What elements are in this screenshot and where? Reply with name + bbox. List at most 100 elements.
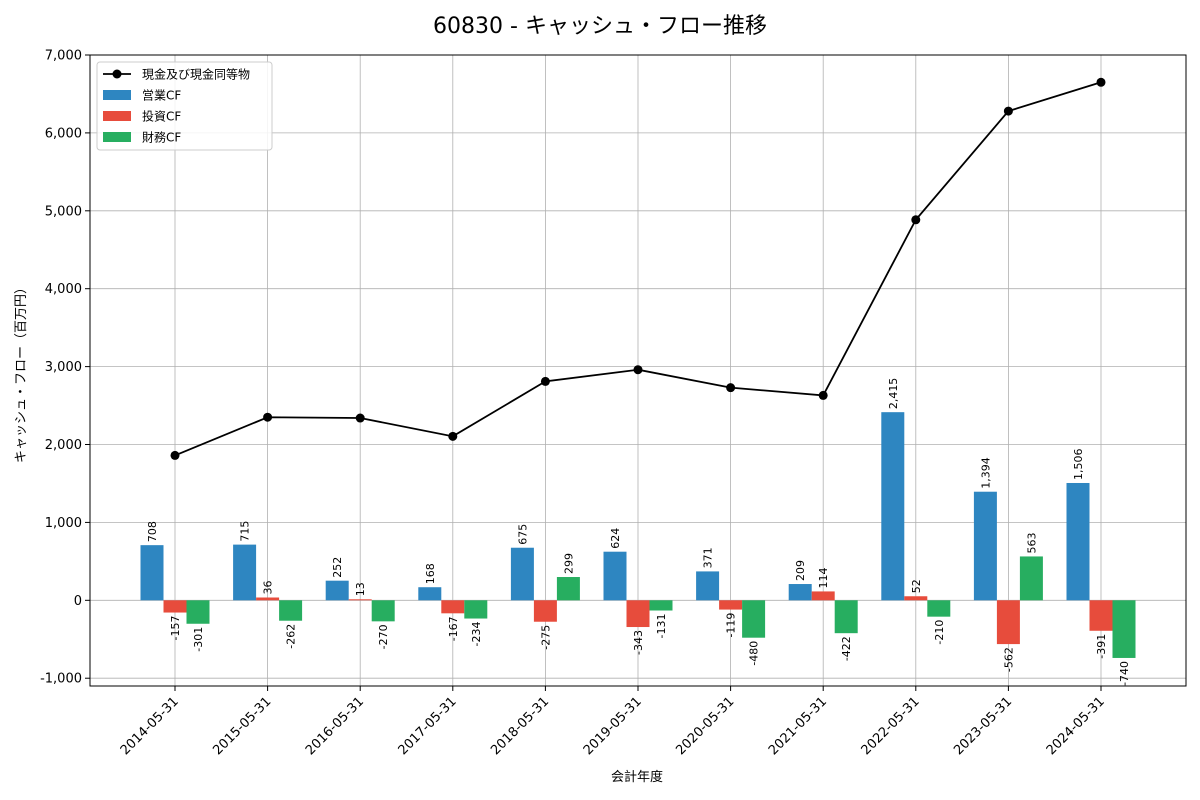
x-tick-label: 2014-05-31 — [118, 694, 182, 758]
x-tick-label: 2020-05-31 — [673, 694, 737, 758]
x-tick-label: 2023-05-31 — [951, 694, 1015, 758]
bar — [834, 600, 858, 634]
data-label: -210 — [933, 620, 946, 645]
data-label: -422 — [840, 636, 853, 661]
bar — [348, 599, 372, 601]
data-label: 52 — [910, 579, 923, 593]
data-label: 624 — [609, 528, 622, 549]
bar — [418, 587, 442, 601]
y-tick-label: 4,000 — [45, 282, 82, 297]
data-label: -275 — [539, 625, 552, 650]
bar — [927, 600, 951, 617]
data-label: 114 — [817, 567, 830, 588]
bar — [973, 491, 997, 601]
legend-marker-swatch — [112, 69, 122, 79]
data-label: 708 — [146, 521, 159, 542]
data-label: 168 — [424, 563, 437, 584]
data-label: -167 — [447, 616, 460, 641]
data-label: 1,506 — [1072, 448, 1085, 480]
data-label: -391 — [1095, 634, 1108, 659]
x-tick-label: 2021-05-31 — [766, 694, 830, 758]
legend-bar-swatch — [103, 132, 131, 142]
bar — [140, 545, 164, 601]
y-tick-label: 5,000 — [45, 204, 82, 219]
cash-point — [911, 215, 921, 225]
bar — [649, 600, 673, 611]
y-tick-label: 3,000 — [45, 360, 82, 375]
data-label: 371 — [702, 547, 715, 568]
bar — [904, 596, 928, 601]
data-label: -119 — [725, 613, 738, 638]
legend-label: 投資CF — [142, 109, 181, 124]
bar — [603, 551, 627, 601]
legend-label: 財務CF — [142, 130, 181, 145]
bar — [325, 580, 349, 601]
data-label: 563 — [1025, 532, 1038, 553]
cash-point — [633, 365, 643, 375]
x-tick-label: 2016-05-31 — [303, 694, 367, 758]
x-tick-label: 2018-05-31 — [488, 694, 552, 758]
bar — [464, 600, 488, 619]
cash-point — [263, 412, 273, 422]
y-tick-label: 2,000 — [45, 438, 82, 453]
x-tick-label: 2015-05-31 — [210, 694, 274, 758]
data-label: -262 — [285, 624, 298, 649]
x-tick-label: 2024-05-31 — [1044, 694, 1108, 758]
cash-point — [818, 390, 828, 400]
bar — [696, 571, 720, 601]
bar — [1066, 482, 1090, 601]
data-label: -270 — [377, 624, 390, 649]
data-label: 715 — [239, 521, 252, 542]
y-tick-label: 6,000 — [45, 126, 82, 141]
data-label: -343 — [632, 630, 645, 655]
bar — [533, 600, 557, 622]
bar — [881, 412, 905, 601]
data-label: -234 — [470, 622, 483, 647]
legend-box — [96, 61, 273, 151]
bar — [742, 600, 766, 638]
y-tick-label: 0 — [74, 594, 82, 609]
line-layer — [170, 77, 1106, 460]
bar — [1089, 600, 1113, 631]
x-tick-label: 2019-05-31 — [581, 694, 645, 758]
legend-bar-swatch — [103, 111, 131, 121]
chart-title: 60830 - キャッシュ・フロー推移 — [433, 14, 767, 39]
x-tick-label: 2022-05-31 — [859, 694, 923, 758]
bar — [279, 600, 303, 621]
bar — [556, 577, 580, 601]
bar — [1112, 600, 1136, 658]
cash-point — [540, 376, 550, 386]
bar — [233, 544, 257, 601]
data-label: 209 — [794, 560, 807, 581]
legend-label: 営業CF — [142, 89, 181, 103]
cash-point — [726, 383, 736, 393]
x-tick-label: 2017-05-31 — [396, 694, 460, 758]
data-label: 252 — [331, 557, 344, 578]
bar — [163, 600, 187, 613]
data-label: 1,394 — [979, 457, 992, 489]
bar — [256, 597, 280, 601]
legend-label: 現金及び現金同等物 — [142, 67, 250, 82]
cash-point — [170, 450, 180, 460]
legend-bar-swatch — [103, 90, 131, 100]
bar — [788, 584, 812, 601]
data-label: -131 — [655, 614, 668, 639]
data-label: -301 — [192, 627, 205, 652]
bar — [186, 600, 210, 624]
data-label: -157 — [169, 616, 182, 641]
bar — [996, 600, 1020, 645]
data-label: 675 — [516, 524, 529, 545]
data-label: 2,415 — [887, 378, 900, 410]
data-label: -562 — [1002, 647, 1015, 672]
bar-layer — [140, 412, 1136, 658]
data-label: 36 — [262, 581, 275, 595]
data-label: 299 — [562, 553, 575, 574]
cash-point — [355, 413, 365, 423]
cash-point — [1003, 106, 1013, 116]
cash-point — [1096, 77, 1106, 87]
bar — [626, 600, 650, 628]
x-axis-label: 会計年度 — [611, 769, 663, 785]
data-label: -740 — [1118, 661, 1131, 686]
